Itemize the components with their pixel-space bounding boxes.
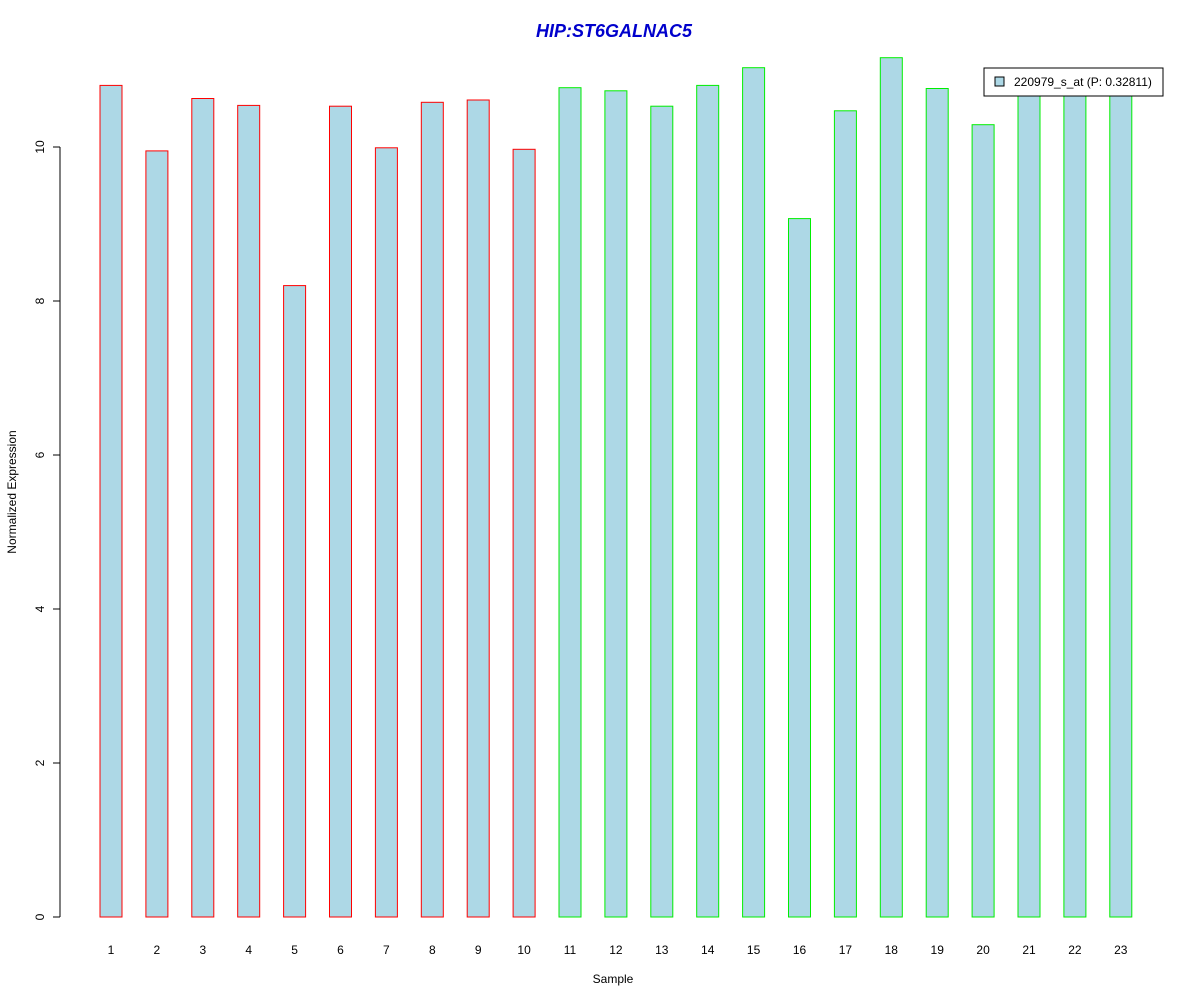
bar-sample-20 [971, 124, 995, 918]
bar-sample-4 [237, 104, 261, 918]
x-tick-label: 12 [609, 943, 623, 957]
bar-sample-14 [696, 84, 720, 918]
y-tick-label: 10 [33, 140, 47, 154]
x-tick-label: 6 [337, 943, 344, 957]
x-tick-labels: 1 2 3 4 5 6 7 8 9 10 11 12 13 14 15 16 17 18 19 20 21 22 23 [108, 943, 1128, 957]
bar-sample-13 [650, 105, 674, 918]
bar-sample-8 [420, 101, 444, 918]
legend: 220979_s_at (P: 0.32811) [983, 67, 1164, 97]
x-tick-label: 3 [199, 943, 206, 957]
x-tick-label: 10 [517, 943, 531, 957]
bar-sample-3 [191, 98, 215, 918]
bars-group [99, 57, 1133, 918]
y-tick-label: 0 [33, 913, 47, 920]
bar-sample-9 [466, 99, 490, 918]
y-tick-label: 6 [33, 451, 47, 458]
x-tick-label: 22 [1068, 943, 1082, 957]
x-tick-label: 14 [701, 943, 715, 957]
x-tick-label: 7 [383, 943, 390, 957]
x-tick-label: 8 [429, 943, 436, 957]
x-tick-label: 23 [1114, 943, 1128, 957]
x-tick-label: 1 [108, 943, 115, 957]
x-tick-label: 20 [976, 943, 990, 957]
x-tick-label: 21 [1022, 943, 1036, 957]
bar-sample-6 [329, 105, 352, 918]
x-tick-label: 17 [839, 943, 853, 957]
legend-box [983, 67, 1164, 97]
legend-label: 220979_s_at (P: 0.32811) [1014, 75, 1152, 89]
bar-sample-7 [374, 147, 398, 918]
bar-sample-15 [742, 67, 766, 918]
bar-sample-18 [879, 57, 903, 918]
bar-sample-21 [1017, 92, 1041, 918]
bar-sample-10 [512, 148, 536, 918]
x-axis-title: Sample [593, 972, 634, 986]
bar-sample-2 [145, 150, 169, 918]
bar-sample-12 [604, 90, 628, 918]
y-tick-label: 2 [33, 759, 47, 766]
x-tick-label: 4 [245, 943, 252, 957]
x-tick-label: 18 [885, 943, 899, 957]
x-tick-label: 19 [931, 943, 945, 957]
y-tick-label: 8 [33, 297, 47, 304]
x-tick-label: 16 [793, 943, 807, 957]
x-tick-label: 15 [747, 943, 761, 957]
x-tick-label: 11 [564, 943, 577, 957]
bar-sample-17 [833, 110, 857, 918]
y-axis: 0 2 4 6 8 10 [33, 140, 61, 920]
x-tick-label: 5 [291, 943, 298, 957]
bar-sample-5 [283, 285, 307, 918]
chart-title: HIP:ST6GALNAC5 [536, 21, 693, 41]
bar-sample-16 [788, 218, 811, 918]
bar-sample-19 [925, 88, 949, 918]
x-tick-label: 13 [655, 943, 669, 957]
y-tick-label: 4 [33, 605, 47, 612]
x-tick-label: 2 [154, 943, 161, 957]
x-tick-label: 9 [475, 943, 482, 957]
bar-sample-1 [99, 84, 123, 918]
legend-swatch [994, 76, 1005, 87]
bar-sample-11 [558, 87, 582, 918]
bar-sample-23 [1109, 92, 1133, 918]
bar-sample-22 [1063, 92, 1087, 918]
y-axis-title: Normalized Expression [5, 430, 19, 553]
